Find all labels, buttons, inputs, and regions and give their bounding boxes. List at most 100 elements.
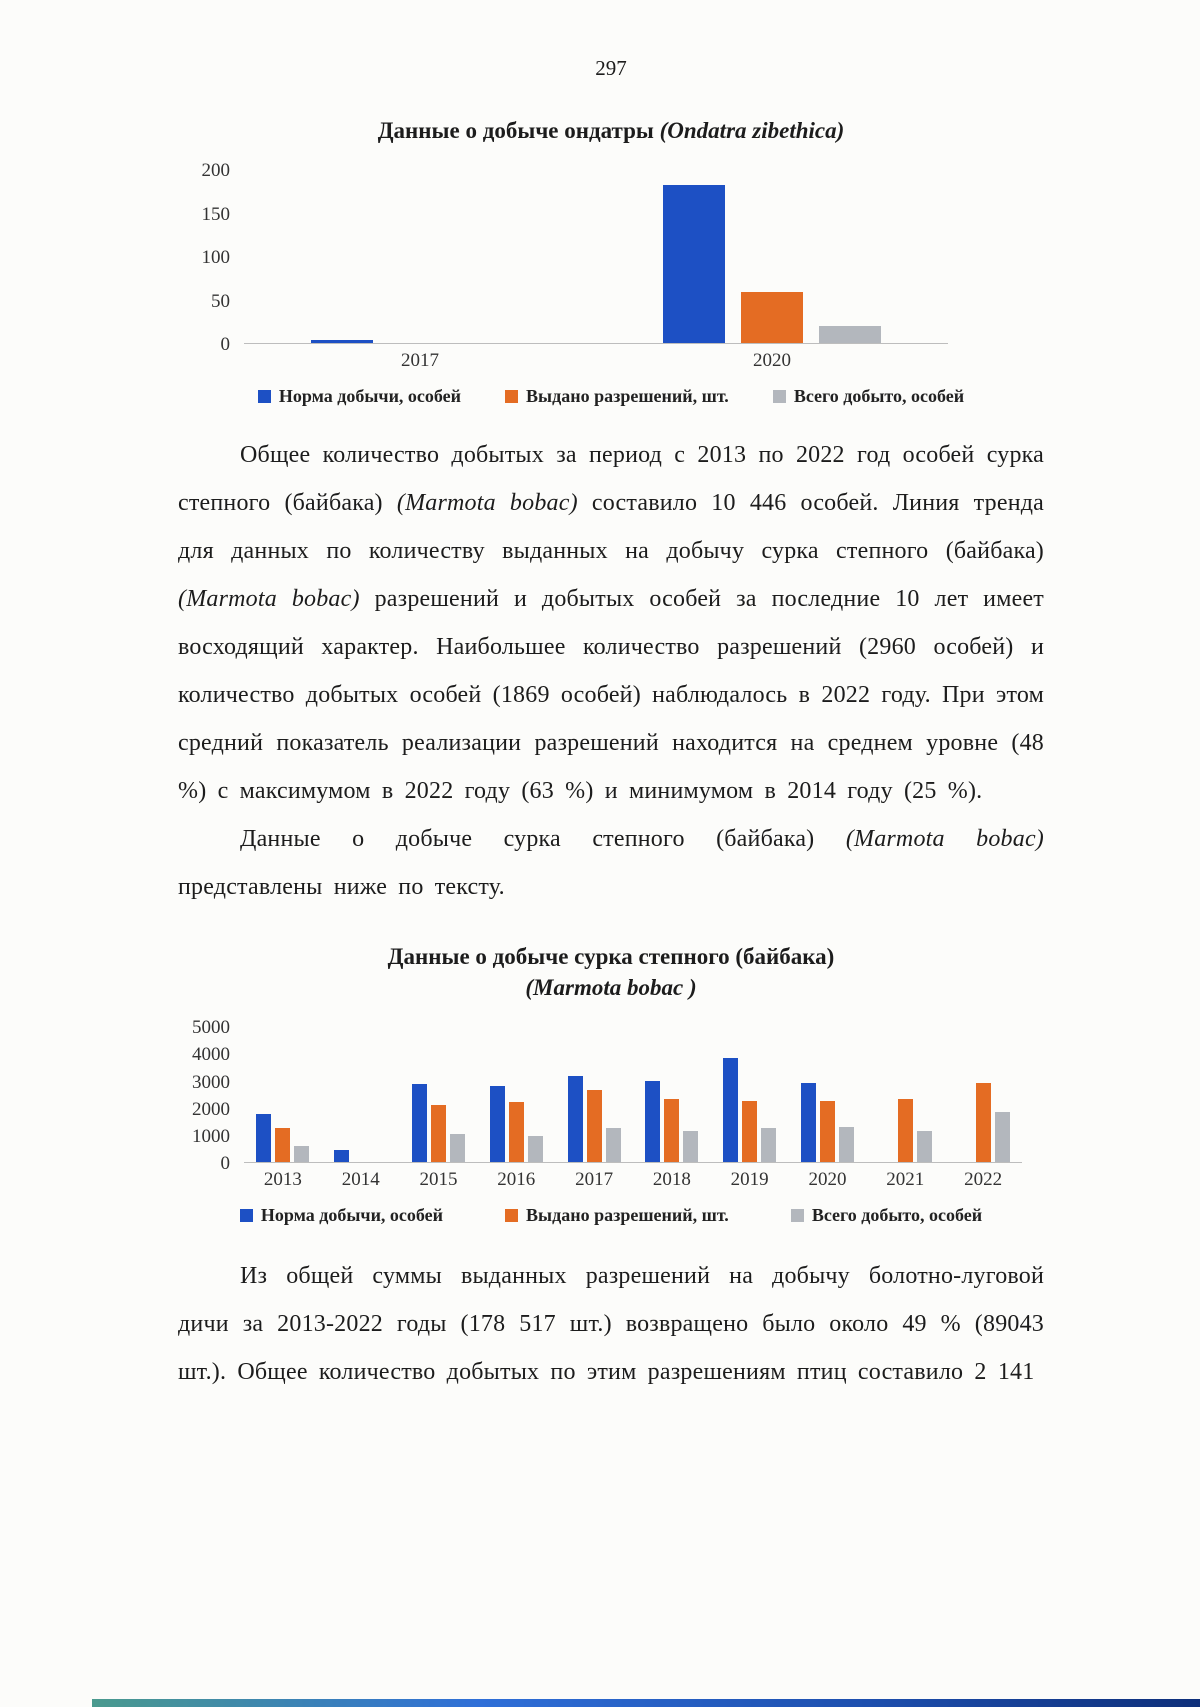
bar	[411, 1083, 427, 1163]
category-group	[866, 1029, 944, 1163]
chart-marmot: Данные о добыче сурка степного (байбака)…	[178, 941, 1044, 1226]
category-group	[244, 1029, 322, 1163]
text-run: Данные о добыче сурка степного (байбака)	[387, 944, 835, 970]
bar	[294, 1146, 310, 1163]
bar	[256, 1114, 272, 1163]
x-tick-label: 2019	[730, 1169, 769, 1191]
bar	[800, 1082, 816, 1163]
category-group	[244, 172, 596, 344]
bar	[663, 184, 725, 344]
legend-swatch	[505, 1209, 519, 1223]
document-page: 297 Данные о добыче ондатры (Ondatra zib…	[178, 56, 1044, 1396]
bar	[742, 1100, 758, 1163]
text-run: Общее количество добытых за период с 201…	[178, 442, 1044, 517]
bar	[489, 1085, 505, 1163]
y-tick-label: 3000	[192, 1071, 230, 1093]
y-axis: 5000 4000 3000 2000 1000 0	[178, 1017, 244, 1175]
x-tick-label: 2021	[886, 1169, 925, 1191]
category-group	[596, 172, 948, 344]
bar	[664, 1098, 680, 1163]
chart-ondatra: Данные о добыче ондатры (Ondatra zibethi…	[178, 115, 1044, 407]
y-tick-label: 150	[201, 203, 231, 225]
latin-species-name: (Ondatra zibethica)	[659, 118, 845, 143]
bar	[819, 325, 881, 344]
bar	[311, 340, 373, 344]
bar	[916, 1131, 932, 1163]
bar	[508, 1101, 524, 1163]
category-group	[711, 1029, 789, 1163]
x-tick-label: 2020	[808, 1169, 847, 1191]
x-axis: 2013 2014 2015 2016 2017 2018 2019 2020 2021 2022	[244, 1169, 1022, 1191]
bar	[527, 1136, 543, 1163]
y-tick-label: 2000	[192, 1098, 230, 1120]
legend-swatch	[257, 390, 271, 404]
legend-item: Выдано разрешений, шт.	[505, 1205, 729, 1226]
bar	[430, 1104, 446, 1163]
bar	[741, 291, 803, 344]
latin-species-name: (Marmota bobac)	[845, 826, 1045, 853]
paragraph-marmot-intro: Данные о добыче сурка степного (байбака)…	[178, 815, 1044, 911]
y-tick-label: 50	[211, 290, 230, 312]
category-group	[633, 1029, 711, 1163]
chart-title: Данные о добыче ондатры (Ondatra zibethi…	[178, 115, 1044, 146]
legend-label: Норма добычи, особей	[278, 386, 462, 407]
x-axis: 2017 2020	[244, 350, 948, 372]
chart-body: 200 150 100 50 0 2017 2020	[178, 160, 1044, 372]
plot-area	[244, 172, 948, 345]
category-group	[477, 1029, 555, 1163]
text-run: Данные о добыче ондатры	[377, 118, 660, 143]
legend-swatch	[790, 1209, 804, 1223]
y-tick-label: 5000	[192, 1017, 230, 1039]
chart-title: Данные о добыче сурка степного (байбака)…	[178, 941, 1044, 1003]
bar	[645, 1080, 661, 1163]
y-tick-label: 200	[201, 160, 231, 182]
latin-species-name: (Marmota bobac)	[396, 490, 578, 517]
plot: 2017 2020	[244, 172, 948, 372]
bar	[567, 1075, 583, 1163]
latin-species-name: (Marmota bobac)	[178, 586, 360, 613]
bar	[838, 1126, 854, 1163]
paragraph-birds-permits: Из общей суммы выданных разрешений на до…	[178, 1252, 1044, 1396]
y-tick-label: 4000	[192, 1044, 230, 1066]
x-tick-label: 2014	[341, 1169, 380, 1191]
legend-swatch	[505, 390, 519, 404]
bar	[897, 1098, 913, 1163]
category-group	[789, 1029, 867, 1163]
bar	[586, 1090, 602, 1163]
legend-label: Всего добыто, особей	[793, 386, 965, 407]
legend-label: Всего добыто, особей	[811, 1205, 983, 1226]
latin-species-name: (Marmota bobac )	[525, 975, 697, 1001]
bar	[819, 1100, 835, 1163]
legend-item: Всего добыто, особей	[790, 1205, 983, 1226]
legend-swatch	[772, 390, 786, 404]
bar	[334, 1150, 350, 1163]
chart-title-line1: Данные о добыче сурка степного (байбака)	[178, 941, 1044, 972]
text-run: разрешений и добытых особей за последние…	[178, 586, 1044, 805]
legend-item: Выдано разрешений, шт.	[505, 386, 729, 407]
y-tick-label: 0	[220, 334, 231, 356]
bar	[723, 1057, 739, 1163]
y-tick-label: 100	[201, 247, 231, 269]
legend-item: Норма добычи, особей	[257, 386, 462, 407]
bar	[994, 1112, 1010, 1163]
x-tick-label: 2013	[263, 1169, 302, 1191]
x-tick-label: 2018	[652, 1169, 691, 1191]
bar	[605, 1127, 621, 1163]
legend-swatch	[239, 1209, 253, 1223]
scan-artifact-strip	[92, 1699, 1200, 1707]
legend-label: Норма добычи, особей	[260, 1205, 444, 1226]
legend-item: Всего добыто, особей	[772, 386, 965, 407]
category-group	[400, 1029, 478, 1163]
bar	[683, 1131, 699, 1163]
bar	[761, 1127, 777, 1163]
x-tick-label: 2017	[401, 350, 439, 372]
x-tick-label: 2016	[497, 1169, 536, 1191]
paragraph-marmot-summary: Общее количество добытых за период с 201…	[178, 431, 1044, 815]
chart-title-line2: (Marmota bobac )	[178, 972, 1044, 1003]
category-group	[322, 1029, 400, 1163]
bar	[975, 1083, 991, 1163]
y-tick-label: 1000	[192, 1125, 230, 1147]
bar	[275, 1127, 291, 1163]
x-tick-label: 2015	[419, 1169, 458, 1191]
x-tick-label: 2022	[964, 1169, 1003, 1191]
